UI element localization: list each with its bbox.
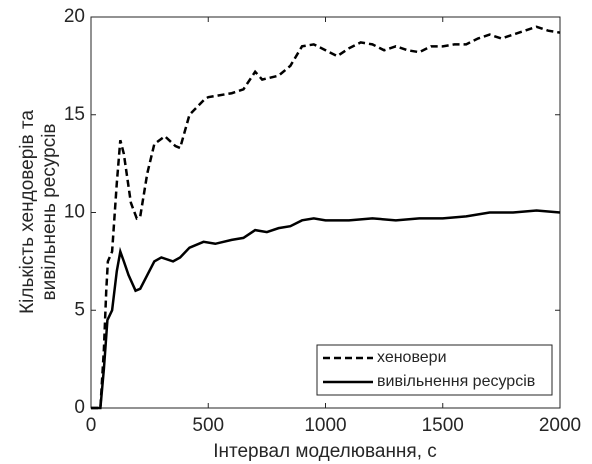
y-tick-label: 15: [64, 104, 85, 125]
legend-box: [316, 344, 553, 396]
plot-area: [90, 16, 561, 409]
y-axis-label: вивільнень ресурсів: [39, 123, 60, 300]
y-tick-label: 20: [64, 6, 85, 27]
y-tick-label: 5: [74, 299, 85, 320]
legend-label: хеновери: [377, 349, 447, 366]
legend-label: вивільнення ресурсів: [377, 373, 535, 390]
y-tick-label: 10: [64, 202, 85, 223]
data-line: [91, 25, 561, 410]
x-tick-label: 500: [192, 415, 224, 436]
x-tick-label: 0: [86, 415, 97, 436]
data-line: [91, 209, 561, 410]
x-tick-label: 1000: [304, 415, 346, 436]
x-tick-label: 1500: [422, 415, 464, 436]
y-tick-label: 0: [74, 397, 85, 418]
x-tick-label: 2000: [539, 415, 581, 436]
y-axis-label: Кількість хендоверів та: [17, 110, 38, 314]
x-axis-label: Інтервал моделювання, с: [213, 441, 437, 462]
